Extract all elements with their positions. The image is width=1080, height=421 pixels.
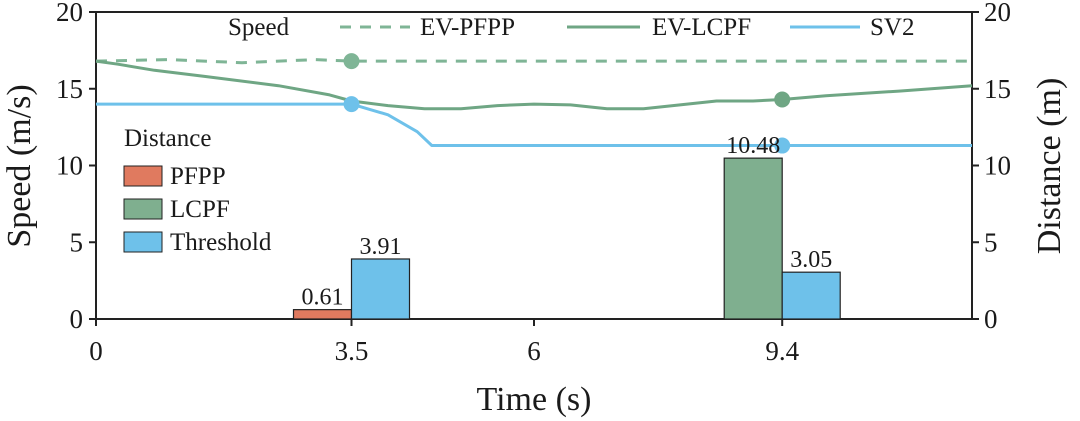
- y-left-tick-label: 0: [70, 304, 84, 334]
- bar-label-threshold-t3_5: 3.91: [360, 234, 402, 260]
- bar-label-pfpp-t3_5: 0.61: [302, 285, 344, 311]
- legend-swatch-threshold: [123, 231, 163, 253]
- legend-swatch-pfpp: [123, 165, 163, 187]
- distance-legend: Distance PFPP LCPF Threshold: [123, 125, 272, 256]
- y-axis-label-right: Distance (m): [1031, 78, 1068, 255]
- y-left-tick-label: 15: [56, 74, 83, 104]
- y-right-tick-label: 15: [984, 74, 1011, 104]
- marker-ev-pfpp-t3_5: [343, 53, 360, 70]
- bar-label-lcpf-t9_4: 10.48: [726, 133, 780, 159]
- marker-sv2-t3_5: [343, 96, 360, 113]
- distance-legend-title: Distance: [124, 125, 211, 152]
- y-right-tick-label: 20: [984, 0, 1011, 27]
- x-tick-label: 6: [527, 336, 541, 366]
- marker-ev-lcpf-t9_4: [774, 91, 791, 108]
- legend-label-ev-lcpf: EV-LCPF: [652, 14, 751, 41]
- x-axis-label: Time (s): [477, 381, 592, 418]
- legend-label-lcpf: LCPF: [170, 196, 230, 223]
- bar-pfpp-t3_5: [292, 309, 353, 320]
- y-left-tick-label: 20: [56, 0, 83, 27]
- bar-threshold-t9_4: [781, 271, 841, 320]
- bar-lcpf-t9_4: [723, 157, 783, 320]
- bar-threshold-t3_5: [350, 258, 411, 320]
- y-left-tick-label: 5: [70, 227, 84, 257]
- legend-label-sv2: SV2: [870, 14, 914, 41]
- y-right-tick-label: 5: [984, 227, 998, 257]
- speed-legend: Speed EV-PFPP EV-LCPF SV2: [228, 14, 914, 41]
- marker-sv2-t9_4: [774, 137, 791, 154]
- line-ev-lcpf: [95, 59, 973, 111]
- y-left-tick-label: 10: [56, 151, 83, 181]
- x-tick-label: 3.5: [335, 336, 369, 366]
- x-tick-label: 0: [89, 336, 103, 366]
- legend-swatch-lcpf: [123, 198, 163, 220]
- legend-label-ev-pfpp: EV-PFPP: [420, 14, 515, 41]
- line-ev-pfpp: [95, 58, 972, 65]
- x-tick-label: 9.4: [765, 336, 799, 366]
- speed-legend-title: Speed: [228, 14, 290, 41]
- legend-label-threshold: Threshold: [170, 229, 272, 256]
- y-right-tick-label: 10: [984, 151, 1011, 181]
- line-sv2: [96, 102, 972, 147]
- legend-label-pfpp: PFPP: [170, 163, 226, 190]
- y-axis-label-left: Speed (m/s): [1, 84, 38, 247]
- bar-label-threshold-t9_4: 3.05: [790, 247, 832, 273]
- y-right-tick-label: 0: [984, 304, 998, 334]
